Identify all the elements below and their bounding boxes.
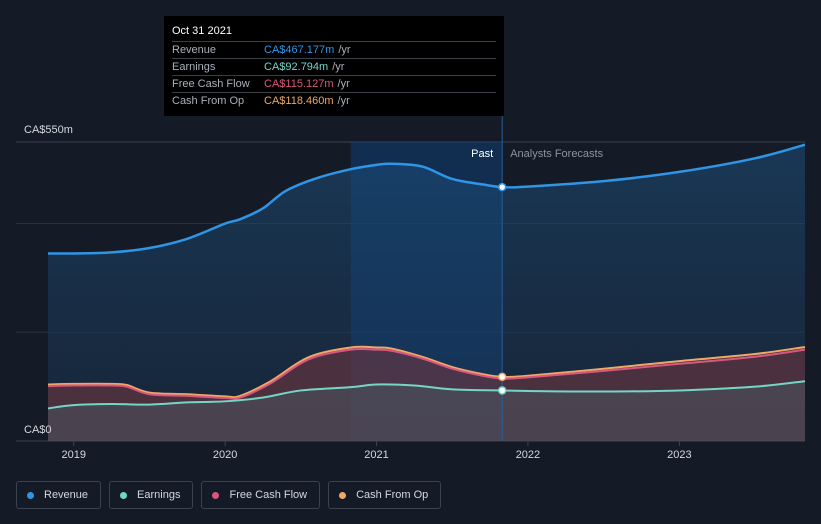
legend-label: Free Cash Flow: [229, 489, 308, 501]
legend-item-cash-from-op[interactable]: Cash From Op: [328, 481, 442, 509]
x-tick-label: 2022: [516, 449, 540, 461]
tooltip-date: Oct 31 2021: [172, 25, 232, 37]
tooltip-value: CA$467.177m: [264, 44, 335, 56]
free-cash-flow-area: [48, 348, 805, 441]
hover-tooltip: Oct 31 2021 Revenue CA$467.177m /yr Earn…: [164, 16, 504, 116]
chart-legend: Revenue Earnings Free Cash Flow Cash Fro…: [16, 481, 442, 509]
tooltip-value: CA$92.794m: [264, 61, 329, 73]
y-axis-top-label: CA$550m: [24, 124, 73, 136]
analysts-forecasts-label: Analysts Forecasts: [510, 148, 603, 160]
past-label: Past: [471, 148, 493, 160]
free-cash-flow-dot-icon: [212, 491, 220, 499]
tooltip-unit: /yr: [338, 44, 351, 56]
legend-label: Cash From Op: [356, 489, 429, 501]
legend-label: Revenue: [44, 489, 89, 501]
tooltip-value: CA$118.460m: [264, 95, 334, 107]
tooltip-row-revenue: Revenue CA$467.177m /yr: [172, 41, 496, 58]
tooltip-label: Cash From Op: [172, 95, 245, 107]
tooltip-row-free-cash-flow: Free Cash Flow CA$115.127m /yr: [172, 75, 496, 92]
legend-item-earnings[interactable]: Earnings: [109, 481, 194, 509]
tooltip-row-earnings: Earnings CA$92.794m /yr: [172, 58, 496, 75]
tooltip-label: Free Cash Flow: [172, 78, 250, 90]
revenue-marker[interactable]: [497, 182, 507, 192]
x-tick-label: 2023: [667, 449, 691, 461]
tooltip-row-cash-from-op: Cash From Op CA$118.460m /yr: [172, 92, 496, 109]
earnings-dot-icon: [120, 491, 128, 499]
tooltip-unit: /yr: [337, 95, 350, 107]
free-cash-flow-line: [47, 347, 806, 400]
revenue-dot-icon: [27, 491, 34, 499]
revenue-line: [47, 143, 806, 255]
x-tick-label: 2020: [213, 449, 237, 461]
earnings-marker[interactable]: [497, 386, 507, 395]
x-tick-label: 2021: [364, 449, 388, 461]
legend-item-revenue[interactable]: Revenue: [16, 481, 102, 509]
earnings-line: [47, 380, 806, 410]
cash-from-op-marker[interactable]: [497, 372, 507, 382]
tooltip-unit: /yr: [337, 78, 350, 90]
cash-from-op-dot-icon: [339, 491, 347, 499]
tooltip-unit: /yr: [332, 61, 345, 73]
tooltip-label: Earnings: [172, 61, 216, 73]
earnings-area: [48, 381, 805, 441]
y-axis-bottom-label: CA$0: [24, 424, 52, 436]
legend-item-free-cash-flow[interactable]: Free Cash Flow: [201, 481, 321, 509]
legend-label: Earnings: [137, 489, 181, 501]
tooltip-value: CA$115.127m: [264, 78, 334, 90]
tooltip-label: Revenue: [172, 44, 217, 56]
cash-from-op-line: [47, 345, 806, 399]
x-tick-label: 2019: [61, 449, 85, 461]
